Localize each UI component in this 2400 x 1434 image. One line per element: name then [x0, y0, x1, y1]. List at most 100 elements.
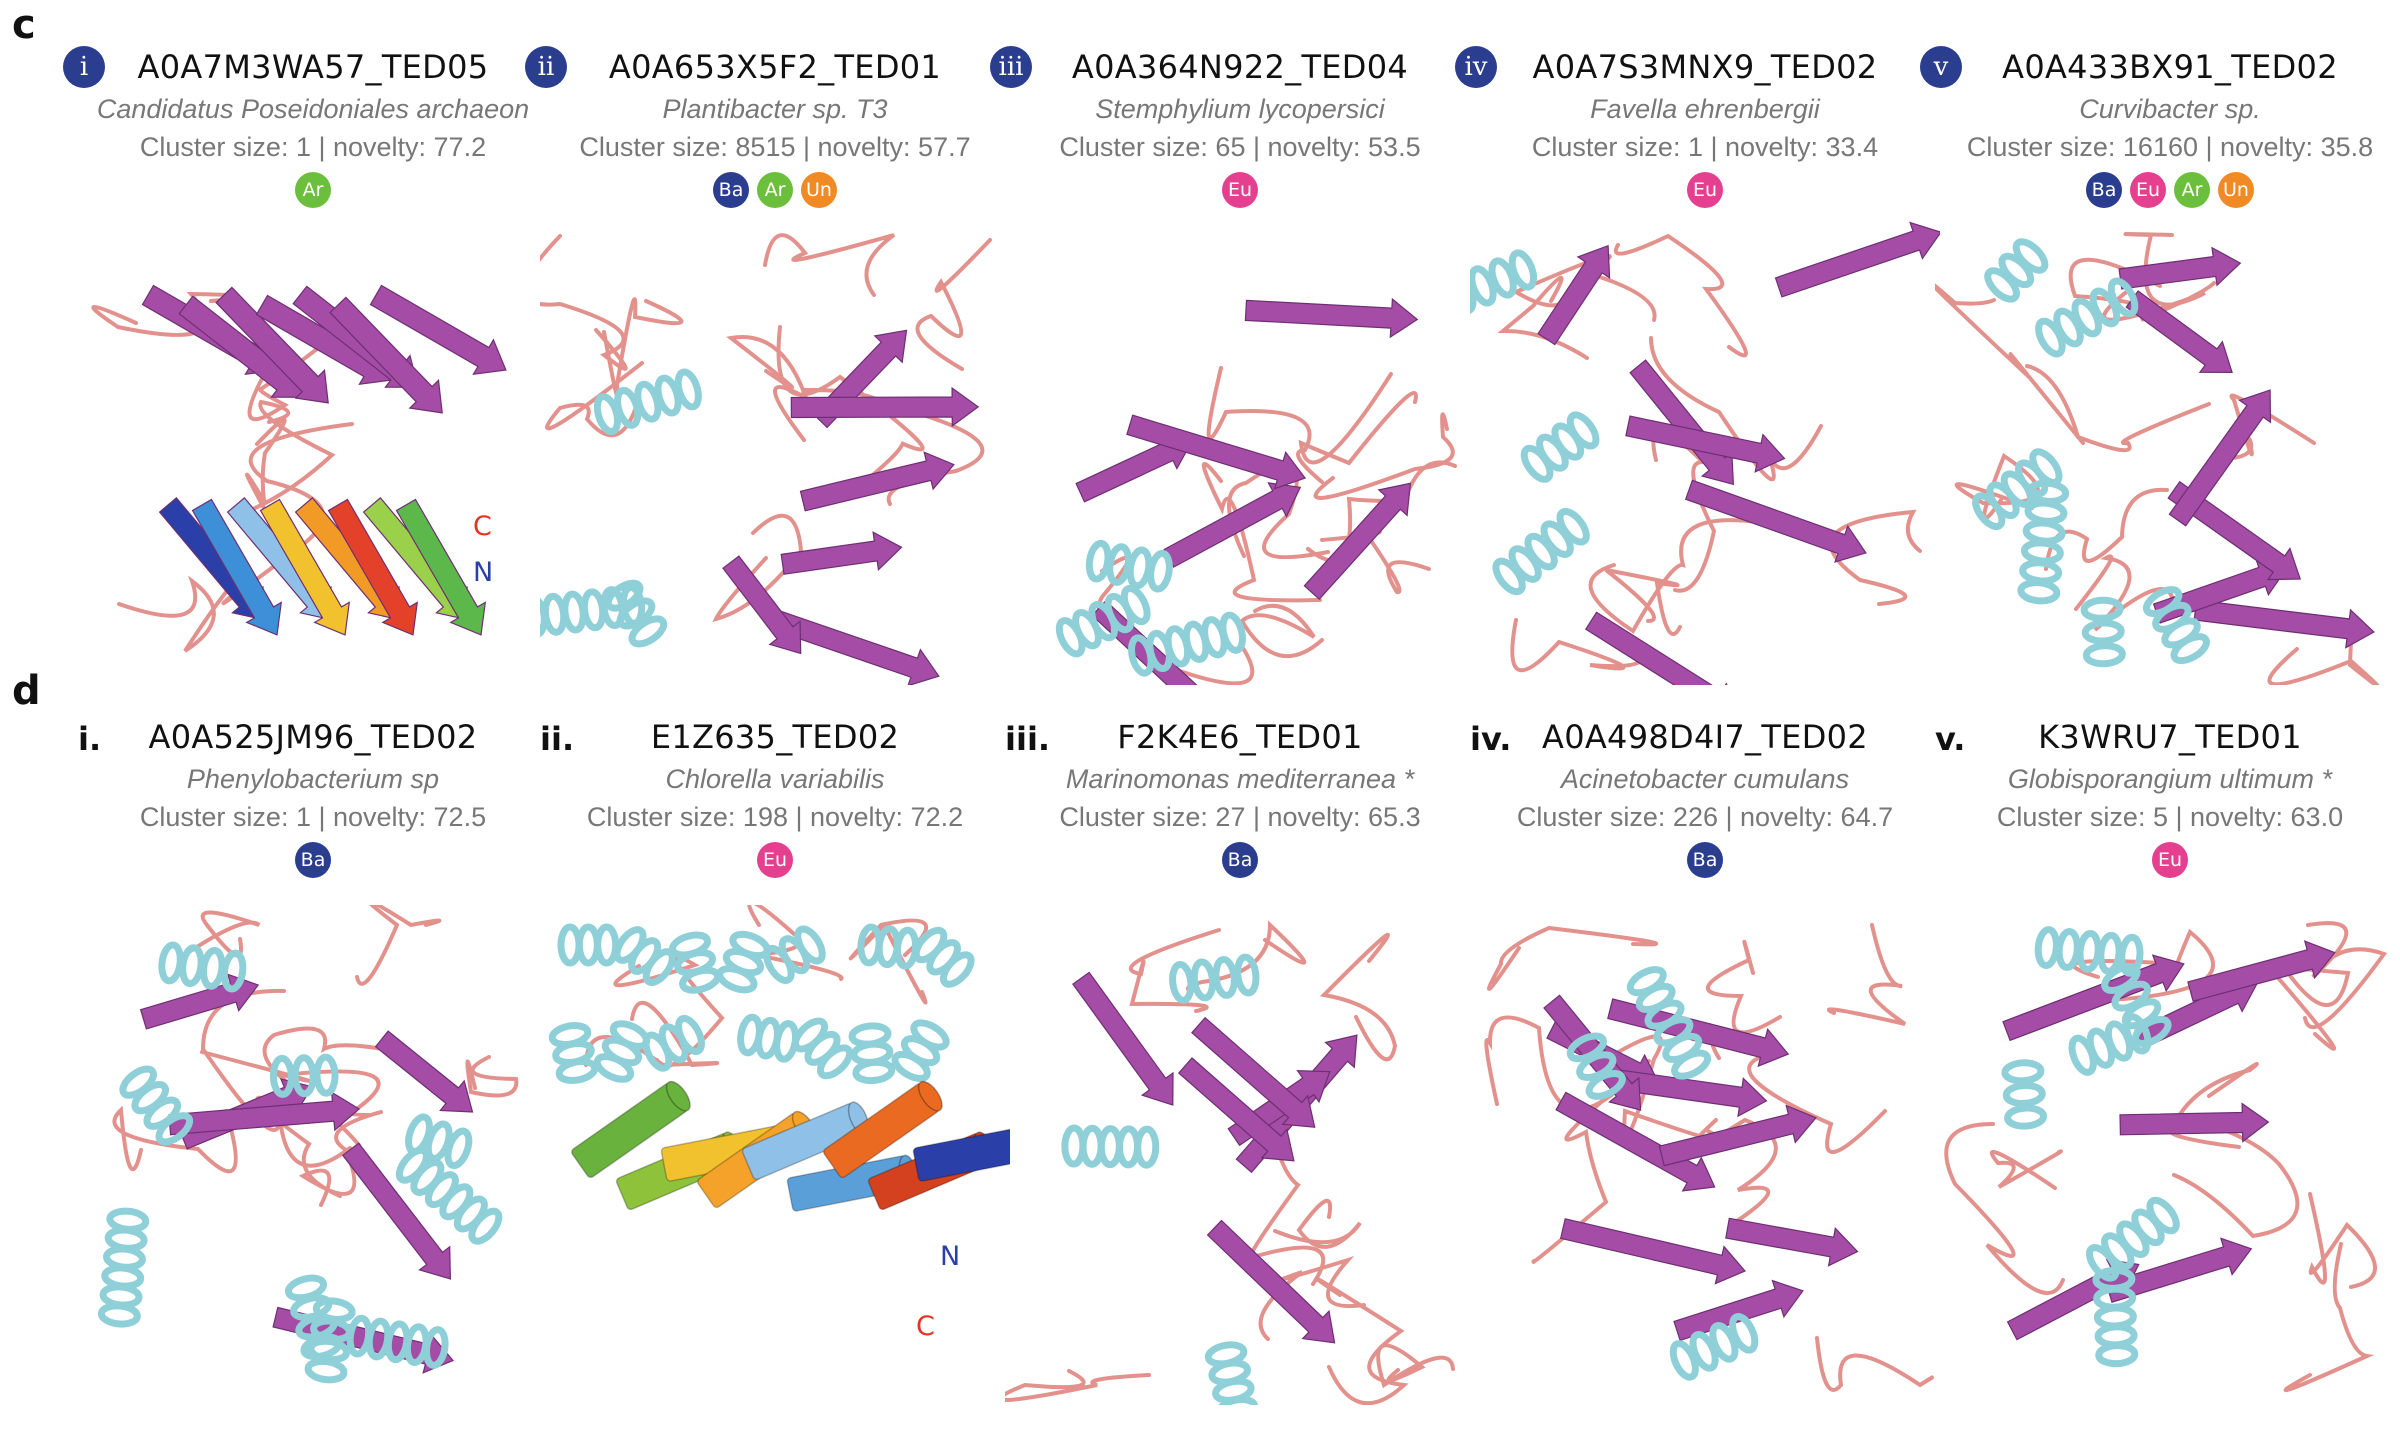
- roman-numeral-badge: iv: [1455, 46, 1497, 88]
- roman-numeral-label: v.: [1935, 720, 1966, 758]
- helix-turn: [269, 1054, 295, 1098]
- beta-strand-arrow: [1684, 479, 1867, 563]
- cluster-novelty-stats: Cluster size: 27 | novelty: 65.3: [1059, 802, 1421, 832]
- alpha-helix: [1204, 1341, 1259, 1405]
- taxon-badge-eu: Eu: [1222, 172, 1258, 208]
- helix-turn: [716, 965, 758, 994]
- domain-id: K3WRU7_TED01: [2038, 718, 2302, 756]
- taxon-badge-un: Un: [2218, 172, 2254, 208]
- taxon-badge-ar: Ar: [295, 172, 331, 208]
- alpha-helix: [1128, 611, 1246, 677]
- protein-structure: [1005, 920, 1455, 1405]
- helix-turn: [1729, 1313, 1759, 1354]
- loop-coil: [1005, 1369, 1151, 1402]
- alpha-helix: [1520, 411, 1600, 483]
- helix-turn: [468, 1207, 503, 1245]
- domain-id: E1Z635_TED02: [650, 718, 900, 756]
- entry-header: ii A0A653X5F2_TED01: [525, 44, 1010, 90]
- cluster-novelty-stats: Cluster size: 198 | novelty: 72.2: [586, 802, 964, 832]
- alpha-helix: [405, 1113, 473, 1170]
- cluster-novelty-stats: Cluster size: 8515 | novelty: 57.7: [579, 132, 971, 162]
- species-name: Phenylobacterium sp: [186, 764, 440, 794]
- loop-coil: [1376, 1343, 1455, 1389]
- roman-numeral-badge: ii: [525, 46, 567, 88]
- helix-turn: [939, 951, 975, 988]
- roman-numeral-label: iii.: [1005, 720, 1051, 758]
- taxon-badge-eu: Eu: [2130, 172, 2166, 208]
- beta-strand-arrow: [790, 386, 980, 428]
- cluster-novelty-stats: Cluster size: 5 | novelty: 63.0: [1996, 802, 2344, 832]
- taxonomy-badges: Eu: [1005, 172, 1475, 208]
- roman-numeral-badge: iii: [990, 46, 1032, 88]
- helix-turn: [2017, 579, 2061, 605]
- helix-turn: [593, 393, 622, 435]
- alpha-helix: [284, 1274, 343, 1361]
- alpha-helix: [346, 1314, 449, 1369]
- helix-cylinder: [823, 1080, 943, 1179]
- loop-coil: [1298, 372, 1418, 466]
- cluster-novelty-stats: Cluster size: 16160 | novelty: 35.8: [1966, 132, 2374, 162]
- n-terminus-label: N: [473, 557, 493, 588]
- helix-turn: [2076, 929, 2102, 973]
- panel-label-d: d: [12, 668, 41, 714]
- helix-turn: [2132, 1015, 2172, 1047]
- domain-id: A0A7M3WA57_TED05: [137, 48, 489, 86]
- loop-coil: [1314, 1276, 1409, 1405]
- beta-strand-arrow: [191, 498, 283, 636]
- beta-strand-arrow: [1673, 1279, 1804, 1342]
- entry-c-4: iv A0A7S3MNX9_TED02 Favella ehrenbergii Clu…: [1455, 44, 1940, 208]
- helix-turn: [2081, 619, 2125, 645]
- alpha-helix: [158, 941, 247, 993]
- alpha-helix: [642, 1014, 705, 1072]
- helix-turn: [444, 1127, 473, 1170]
- alpha-helix: [2142, 586, 2210, 665]
- loop-coil: [545, 361, 644, 438]
- helix-turn: [1671, 1049, 1712, 1080]
- beta-strand-arrow: [2168, 389, 2272, 527]
- loop-coil: [1826, 923, 1907, 1026]
- entry-c-5: v A0A433BX91_TED02 Curvibacter sp. Cluster …: [1920, 44, 2400, 208]
- helix-turn: [155, 1112, 194, 1146]
- beta-strand-arrow: [2187, 940, 2336, 1002]
- alpha-helix: [2035, 277, 2139, 358]
- taxonomy-badges: Ba Eu Ar Un: [1935, 172, 2400, 208]
- helix-turn: [555, 1058, 599, 1084]
- beta-strand-arrow: [1072, 971, 1174, 1106]
- alpha-helix: [2068, 1013, 2152, 1076]
- alpha-helix: [737, 1013, 800, 1063]
- loop-coil: [1319, 932, 1398, 1062]
- entry-d-4: iv. A0A498D4I7_TED02 Acinetobacter cumulan…: [1470, 714, 1940, 878]
- helix-turn: [1215, 1395, 1259, 1405]
- protein-structure: CN: [91, 284, 507, 653]
- alpha-helix: [269, 1053, 339, 1098]
- beta-strand-arrow: [1658, 1104, 1817, 1167]
- helix-turn: [1169, 960, 1195, 1004]
- taxon-badge-ba: Ba: [1222, 842, 1258, 878]
- loop-coil: [1989, 1149, 2063, 1190]
- beta-strand-arrow: [780, 531, 903, 575]
- taxon-badge-ba: Ba: [2086, 172, 2122, 208]
- beta-strand-arrow: [329, 296, 443, 414]
- helix-turn: [1470, 265, 1497, 307]
- alpha-helix: [557, 923, 620, 967]
- domain-id: A0A498D4I7_TED02: [1542, 718, 1868, 756]
- beta-strand-arrow: [369, 284, 507, 376]
- alpha-helix: [540, 583, 646, 638]
- taxon-badge-ar: Ar: [757, 172, 793, 208]
- entry-header: iv A0A7S3MNX9_TED02: [1455, 44, 1940, 90]
- loop-coil: [1258, 1255, 1366, 1341]
- entry-c-3: iii A0A364N922_TED04 Stemphylium lycopersi…: [990, 44, 1475, 208]
- beta-strand-arrow: [2119, 1102, 2270, 1143]
- loop-coil: [2303, 921, 2388, 1030]
- loop-coil: [915, 238, 992, 371]
- beta-strand-arrow: [1725, 1217, 1859, 1267]
- helix-turn: [1689, 1331, 1719, 1372]
- helix-turn: [1190, 958, 1217, 1002]
- species-name: Stemphylium lycopersici: [1095, 94, 1385, 124]
- cylinder-cap: [917, 1080, 943, 1112]
- protein-structure: [1944, 921, 2388, 1393]
- beta-strand-arrow: [341, 1142, 452, 1280]
- alpha-helix: [1470, 249, 1538, 315]
- loop-coil: [262, 1026, 390, 1084]
- helix-turn: [2002, 1081, 2046, 1107]
